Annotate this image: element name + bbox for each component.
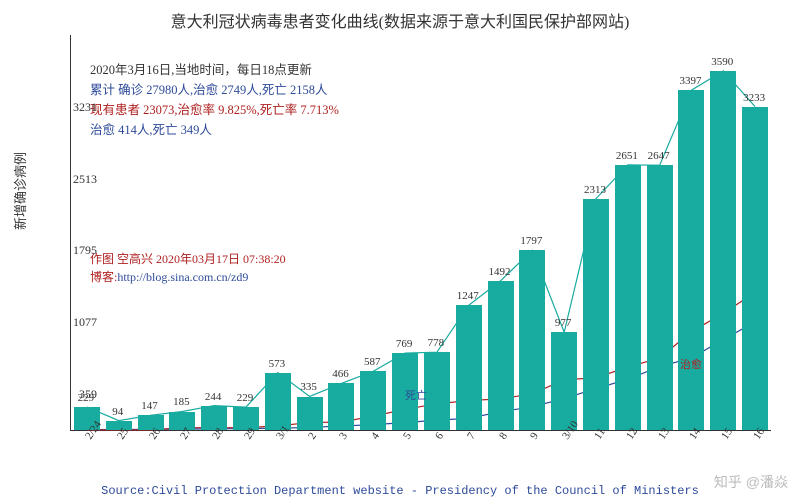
y-tick: 2513: [47, 172, 97, 187]
bar-label: 3233: [740, 92, 768, 104]
bar-label: 229: [72, 392, 100, 404]
bar: [615, 165, 641, 430]
x-tick: 8: [497, 430, 510, 441]
bar: [328, 383, 354, 430]
bar-label: 3397: [676, 75, 704, 87]
x-tick: 9: [528, 430, 541, 441]
author-line2: 博客:http://blog.sina.com.cn/zd9: [90, 268, 286, 286]
bar: [424, 352, 450, 430]
bar-label: 573: [263, 358, 291, 370]
chart-title: 意大利冠状病毒患者变化曲线(数据来源于意大利国民保护部网站): [0, 8, 800, 32]
x-tick: 5: [401, 430, 414, 441]
bar-label: 2647: [645, 150, 673, 162]
bar-label: 3590: [708, 56, 736, 68]
bar-label: 185: [167, 396, 195, 408]
bar-label: 335: [295, 381, 323, 393]
author-line1: 作图 空高兴 2020年03月17日 07:38:20: [90, 250, 286, 268]
source-text: Source:Civil Protection Department websi…: [0, 484, 800, 498]
info-date: 2020年3月16日,当地时间，每日18点更新: [90, 60, 339, 80]
bar-label: 1247: [454, 290, 482, 302]
chart-container: 意大利冠状病毒患者变化曲线(数据来源于意大利国民保护部网站) 新增确诊病例 20…: [0, 0, 800, 500]
bar-label: 778: [422, 337, 450, 349]
bar-label: 94: [104, 406, 132, 418]
death-label: 死亡: [405, 387, 427, 403]
bar-label: 769: [390, 338, 418, 350]
bar-label: 244: [199, 391, 227, 403]
x-tick: 6: [433, 430, 446, 441]
bar-label: 1492: [486, 266, 514, 278]
author-box: 作图 空高兴 2020年03月17日 07:38:20 博客:http://bl…: [90, 250, 286, 286]
bar-label: 2313: [581, 184, 609, 196]
cured-label: 治愈: [680, 356, 702, 372]
bar-label: 2651: [613, 150, 641, 162]
bar: [519, 250, 545, 430]
bar-label: 229: [231, 392, 259, 404]
y-tick: 3231: [47, 100, 97, 115]
bar-label: 466: [326, 368, 354, 380]
bar: [265, 373, 291, 430]
bar: [297, 397, 323, 431]
bar-label: 147: [136, 400, 164, 412]
bar: [360, 371, 386, 430]
bar-label: 1797: [517, 235, 545, 247]
bar: [710, 71, 736, 430]
bar-label: 587: [358, 356, 386, 368]
bar: [551, 332, 577, 430]
bar: [583, 199, 609, 430]
bar-label: 977: [549, 317, 577, 329]
info-box: 2020年3月16日,当地时间，每日18点更新 累计 确诊 27980人,治愈 …: [90, 60, 339, 140]
y-tick: 1077: [47, 315, 97, 330]
y-tick: 1795: [47, 243, 97, 258]
info-current: 现有患者 23073,治愈率 9.825%,死亡率 7.713%: [90, 100, 339, 120]
info-cumulative: 累计 确诊 27980人,治愈 2749人,死亡 2158人: [90, 80, 339, 100]
bar: [742, 107, 768, 430]
watermark: 知乎 @潘焱: [714, 472, 788, 492]
bar: [488, 281, 514, 430]
bar: [678, 90, 704, 430]
x-tick: 7: [465, 430, 478, 441]
x-tick: 4: [369, 430, 382, 441]
bar: [456, 305, 482, 430]
bar: [233, 407, 259, 430]
info-daily: 治愈 414人,死亡 349人: [90, 120, 339, 140]
bar: [647, 165, 673, 430]
bar: [201, 406, 227, 430]
x-tick: 3: [337, 430, 350, 441]
x-tick: 2: [306, 430, 319, 441]
y-axis-label: 新增确诊病例: [10, 152, 29, 230]
